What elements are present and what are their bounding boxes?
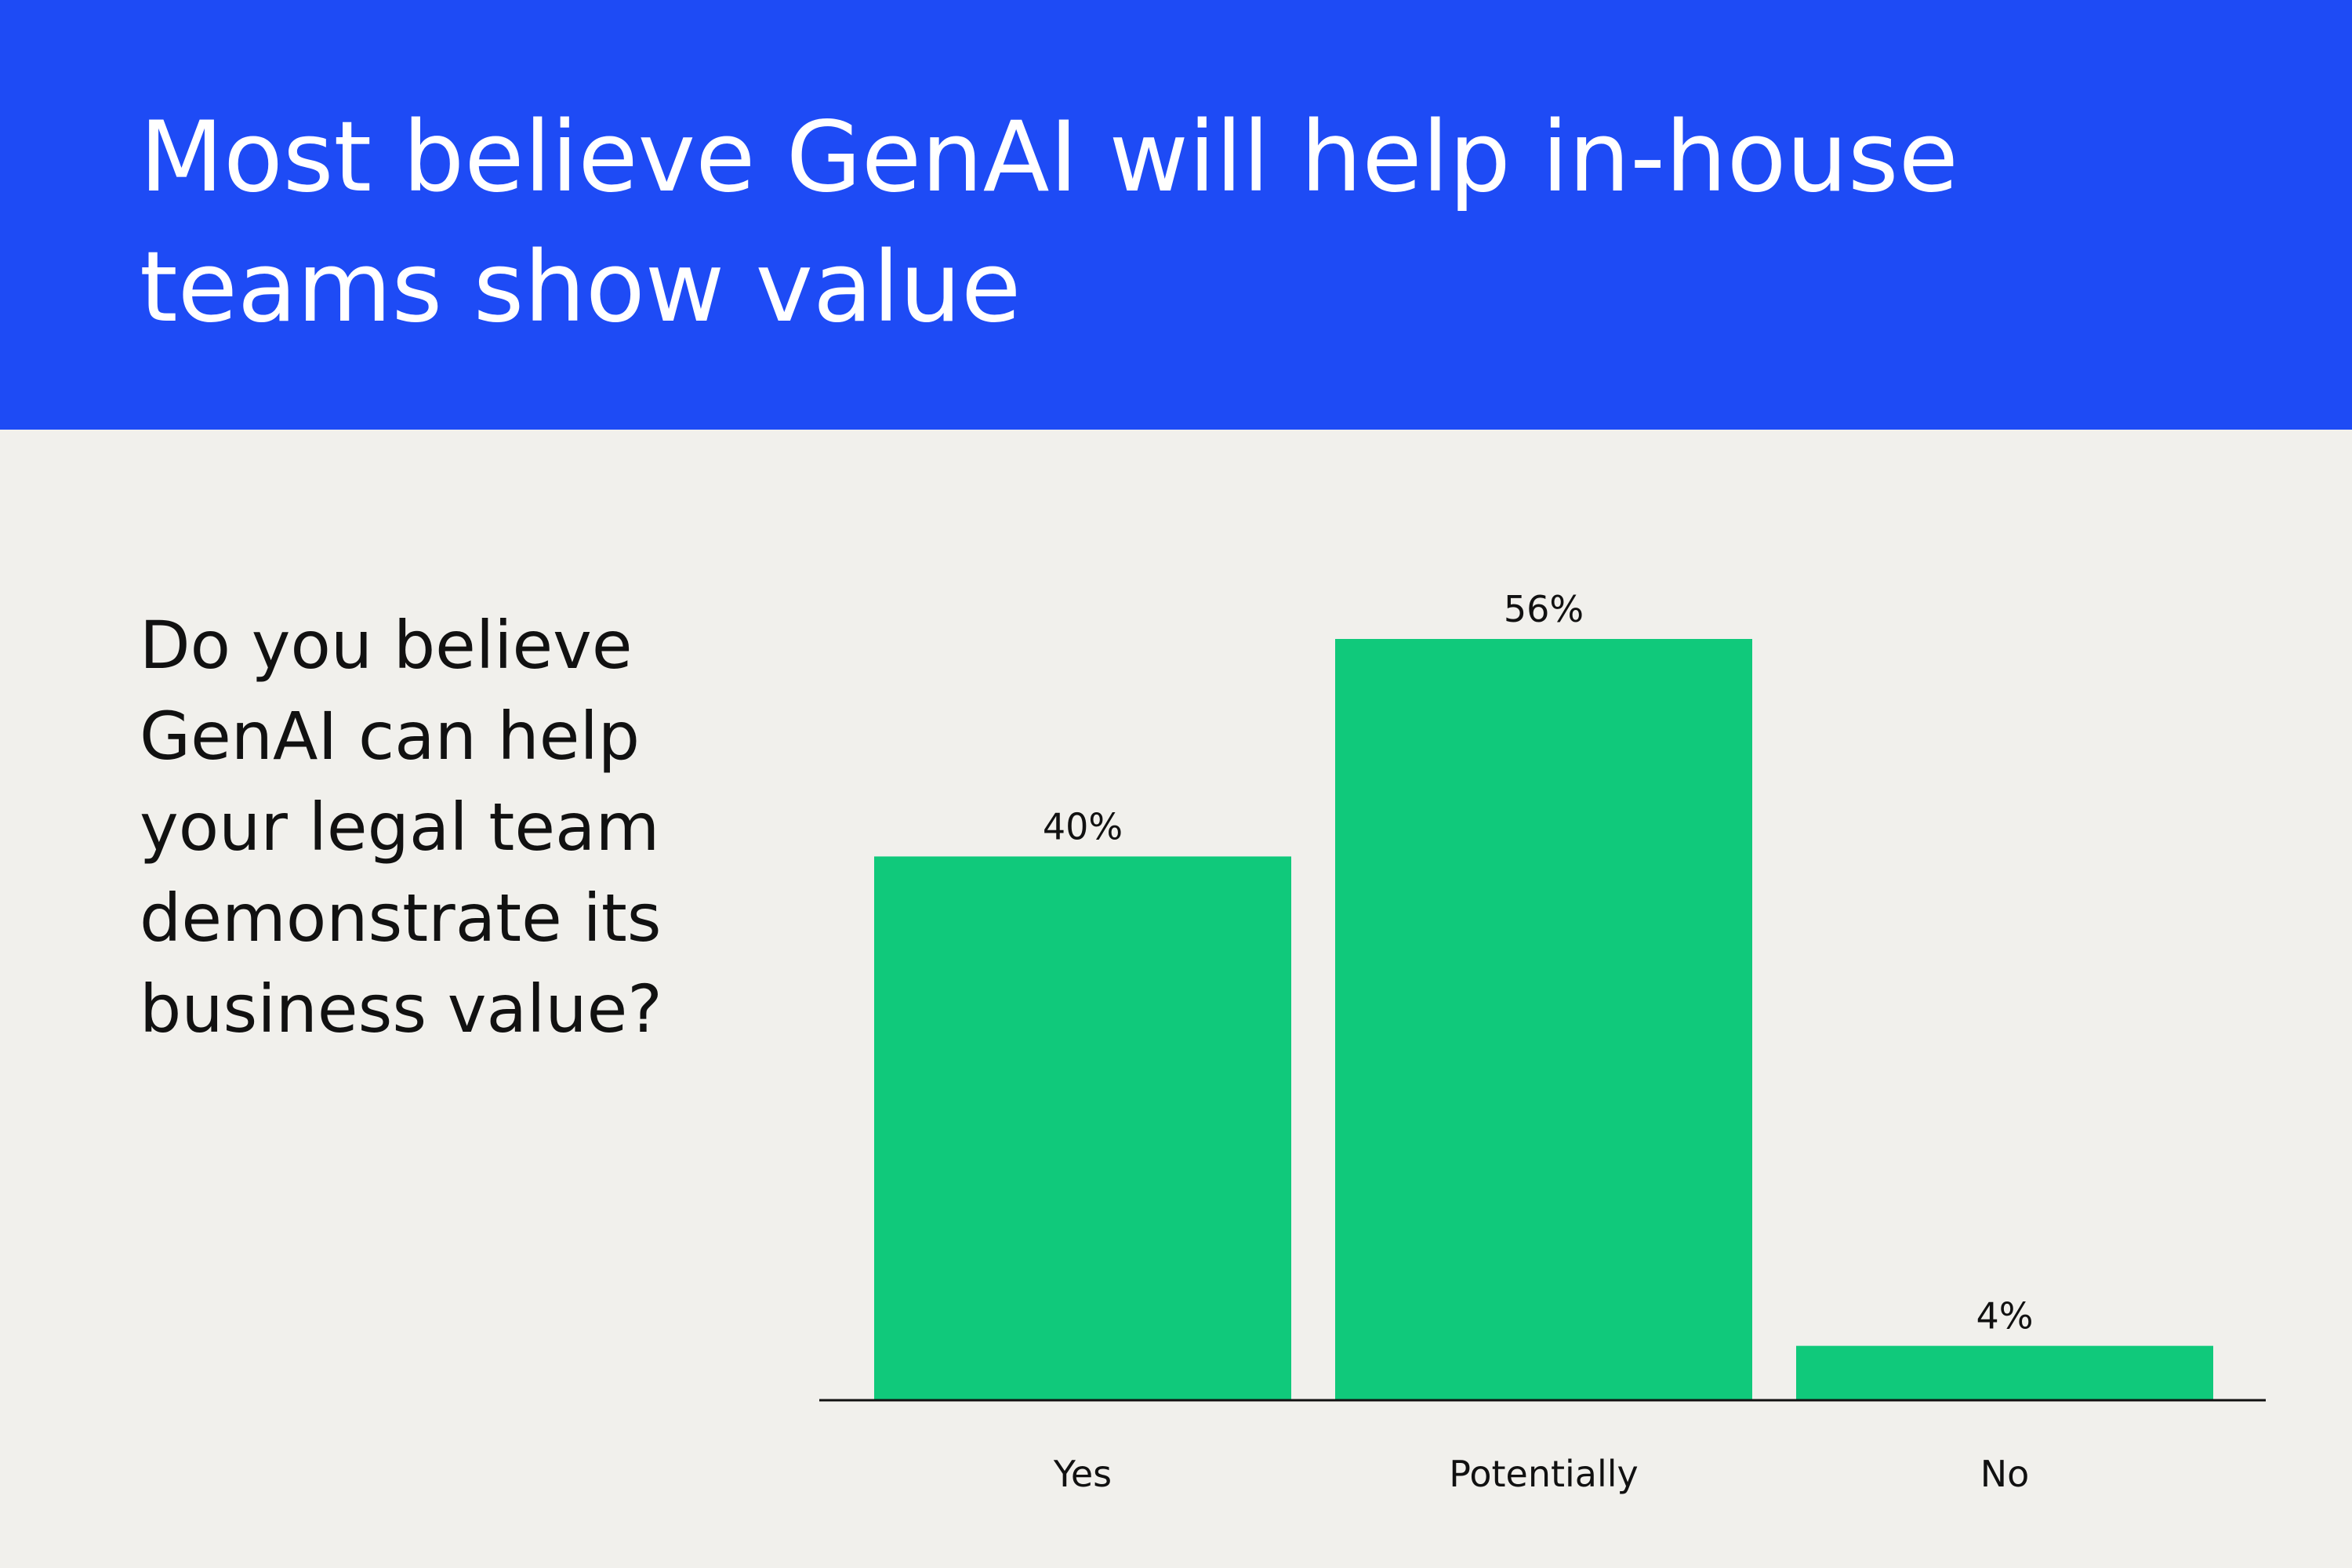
data-label-yes: 40%	[1043, 805, 1123, 848]
title-line-2: teams show value	[140, 231, 1022, 344]
question-line-1: Do you believe	[140, 607, 633, 684]
header-banner: Most believe GenAI will help in-house te…	[0, 0, 2352, 430]
question-line-4: demonstrate its	[140, 880, 662, 956]
category-label-yes: Yes	[1053, 1453, 1112, 1495]
question-line-3: your legal team	[140, 789, 660, 866]
category-label-potentially: Potentially	[1449, 1453, 1639, 1495]
title-line-1: Most believe GenAI will help in-house	[140, 101, 1958, 214]
survey-question: Do you believe GenAI can help your legal…	[140, 600, 814, 1054]
question-line-2: GenAI can help	[140, 698, 641, 775]
bar-yes	[874, 856, 1291, 1400]
bar-potentially	[1335, 639, 1752, 1400]
data-label-no: 4%	[1976, 1295, 2034, 1338]
data-label-potentially: 56%	[1504, 588, 1584, 630]
bars-group: 40% Yes 56% Potentially 4% No	[874, 588, 2213, 1495]
bar-no	[1796, 1345, 2213, 1400]
category-label-no: No	[1980, 1453, 2030, 1495]
question-line-5: business value?	[140, 971, 662, 1047]
page-title: Most believe GenAI will help in-house te…	[140, 93, 2256, 353]
